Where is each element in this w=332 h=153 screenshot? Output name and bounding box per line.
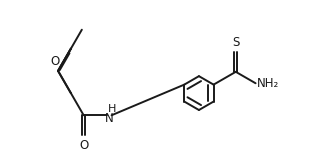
Text: H: H <box>108 104 116 114</box>
Text: NH₂: NH₂ <box>257 77 279 90</box>
Text: N: N <box>105 112 113 125</box>
Text: S: S <box>232 36 239 49</box>
Text: O: O <box>79 139 88 152</box>
Text: O: O <box>51 55 60 68</box>
